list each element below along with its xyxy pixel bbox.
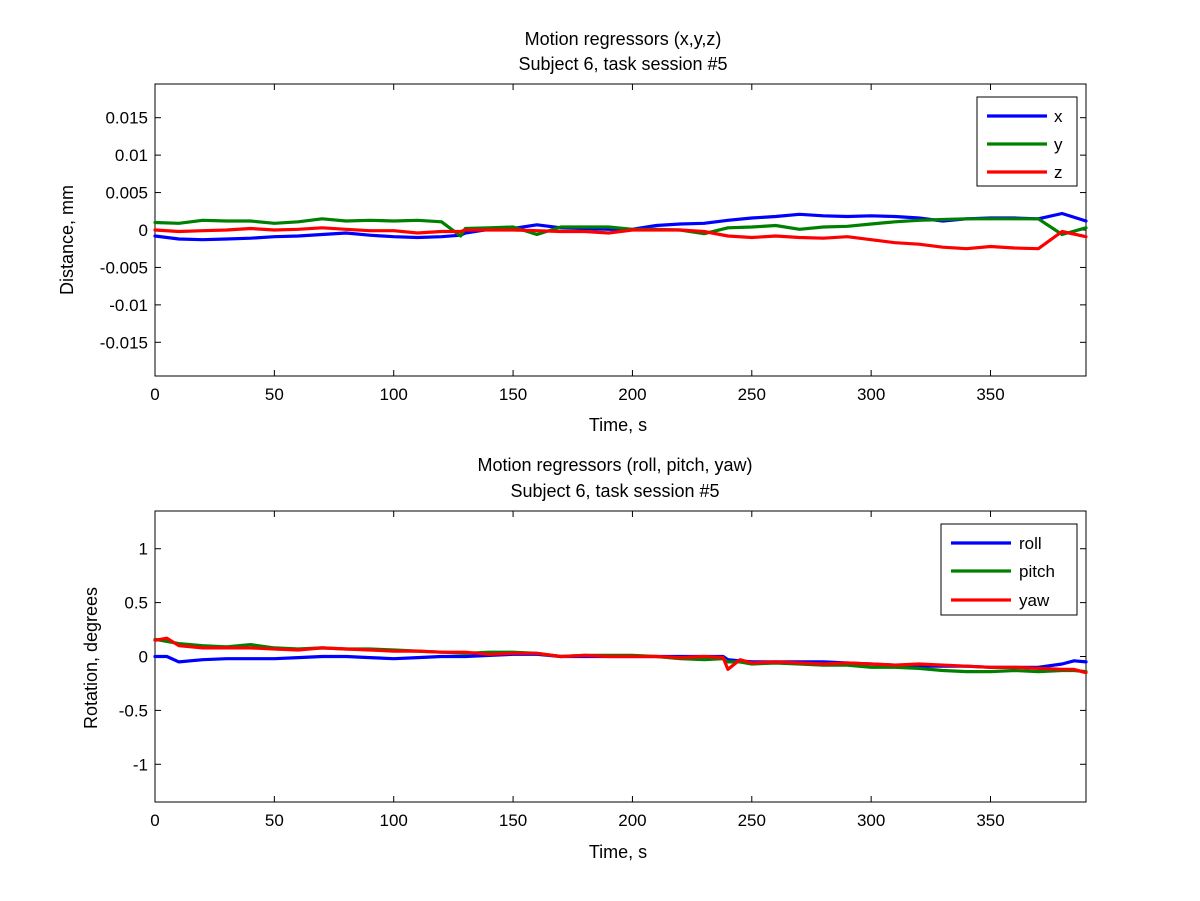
- rotation-x-tick-label: 100: [380, 811, 408, 830]
- translation-y-tick-label: 0.005: [105, 184, 148, 203]
- series-line-yaw: [153, 636, 1088, 675]
- legend-label-y: y: [1054, 135, 1063, 154]
- rotation-chart-title: Motion regressors (roll, pitch, yaw): [477, 455, 752, 475]
- translation-y-tick-label: 0.015: [105, 109, 148, 128]
- translation-chart: Motion regressors (x,y,z) Subject 6, tas…: [57, 29, 1088, 435]
- translation-y-tick-label: -0.01: [109, 296, 148, 315]
- translation-y-tick-label: -0.015: [100, 333, 148, 352]
- translation-y-tick-label: -0.005: [100, 258, 148, 277]
- rotation-y-tick-label: 1: [139, 540, 148, 559]
- rotation-x-tick-label: 150: [499, 811, 527, 830]
- translation-x-tick-label: 50: [265, 385, 284, 404]
- translation-x-tick-label: 350: [976, 385, 1004, 404]
- legend-label-roll: roll: [1019, 534, 1042, 553]
- series-line-y: [153, 217, 1088, 238]
- series-line-z: [153, 226, 1088, 251]
- rotation-x-tick-label: 0: [150, 811, 159, 830]
- rotation-y-tick-label: 0: [139, 648, 148, 667]
- translation-series-group: [153, 211, 1088, 251]
- rotation-x-tick-label: 350: [976, 811, 1004, 830]
- rotation-y-tick-label: -1: [133, 755, 148, 774]
- translation-y-axis: -0.015 -0.01 -0.005 0 0.005 0.01 0.015: [100, 109, 1086, 352]
- rotation-chart-subtitle: Subject 6, task session #5: [510, 481, 719, 501]
- rotation-x-axis-label: Time, s: [589, 842, 647, 862]
- rotation-x-tick-label: 300: [857, 811, 885, 830]
- translation-x-axis: 0 50 100 150 200 250 300 350: [150, 84, 1005, 404]
- rotation-x-axis: 0 50 100 150 200 250 300 350: [150, 511, 1005, 830]
- rotation-legend: roll pitch yaw: [940, 523, 1078, 616]
- legend-label-x: x: [1054, 107, 1063, 126]
- rotation-y-tick-label: -0.5: [119, 701, 148, 720]
- rotation-y-axis: -1 -0.5 0 0.5 1: [119, 540, 1086, 774]
- translation-legend: x y z: [976, 96, 1078, 187]
- translation-x-tick-label: 100: [380, 385, 408, 404]
- rotation-y-axis-label: Rotation, degrees: [81, 587, 101, 729]
- rotation-x-tick-label: 200: [618, 811, 646, 830]
- legend-label-pitch: pitch: [1019, 562, 1055, 581]
- translation-x-tick-label: 200: [618, 385, 646, 404]
- translation-x-tick-label: 0: [150, 385, 159, 404]
- translation-x-tick-label: 250: [738, 385, 766, 404]
- rotation-x-tick-label: 50: [265, 811, 284, 830]
- translation-y-tick-label: 0: [139, 221, 148, 240]
- rotation-y-tick-label: 0.5: [124, 594, 148, 613]
- translation-x-axis-label: Time, s: [589, 415, 647, 435]
- translation-y-tick-label: 0.01: [115, 146, 148, 165]
- legend-label-z: z: [1054, 163, 1063, 182]
- translation-chart-subtitle: Subject 6, task session #5: [518, 54, 727, 74]
- rotation-series-group: [153, 636, 1088, 675]
- translation-chart-title: Motion regressors (x,y,z): [525, 29, 722, 49]
- rotation-x-tick-label: 250: [738, 811, 766, 830]
- translation-x-tick-label: 150: [499, 385, 527, 404]
- translation-x-tick-label: 300: [857, 385, 885, 404]
- translation-y-axis-label: Distance, mm: [57, 185, 77, 295]
- rotation-chart: Motion regressors (roll, pitch, yaw) Sub…: [81, 455, 1088, 862]
- legend-label-yaw: yaw: [1019, 591, 1050, 610]
